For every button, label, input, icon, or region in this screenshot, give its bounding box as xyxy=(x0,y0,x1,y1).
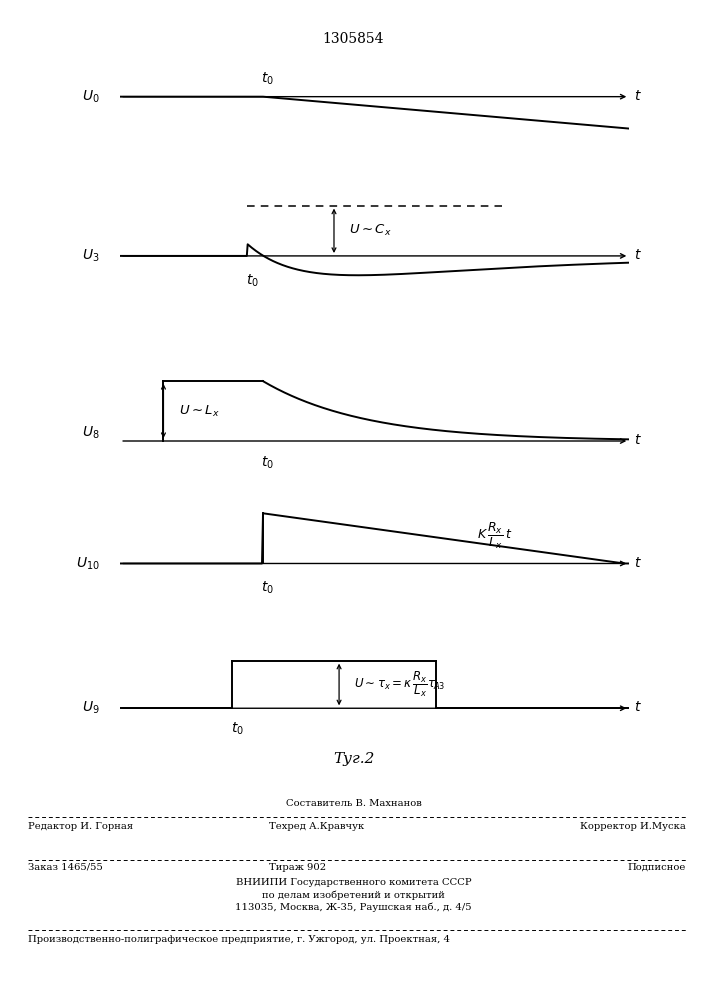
Text: Техред А.Кравчук: Техред А.Кравчук xyxy=(269,822,364,831)
Text: Тираж 902: Тираж 902 xyxy=(269,863,326,872)
Text: 1305854: 1305854 xyxy=(323,32,384,46)
Text: $U_0$: $U_0$ xyxy=(82,88,100,105)
Text: 113035, Москва, Ж-35, Раушская наб., д. 4/5: 113035, Москва, Ж-35, Раушская наб., д. … xyxy=(235,902,472,912)
Text: Составитель В. Махнанов: Составитель В. Махнанов xyxy=(286,799,421,808)
Text: $U_8$: $U_8$ xyxy=(82,425,100,441)
Text: $t_0$: $t_0$ xyxy=(262,70,274,87)
Text: ВНИИПИ Государственного комитета СССР: ВНИИПИ Государственного комитета СССР xyxy=(235,878,472,887)
Text: Производственно-полиграфическое предприятие, г. Ужгород, ул. Проектная, 4: Производственно-полиграфическое предприя… xyxy=(28,935,450,944)
Text: $t$: $t$ xyxy=(634,556,642,570)
Text: $K\,\dfrac{R_x}{L_x}\,t$: $K\,\dfrac{R_x}{L_x}\,t$ xyxy=(477,521,512,551)
Text: $U{\sim}L_x$: $U{\sim}L_x$ xyxy=(179,403,220,419)
Text: $t$: $t$ xyxy=(634,433,642,447)
Text: Подписное: Подписное xyxy=(627,863,686,872)
Text: $t$: $t$ xyxy=(634,700,642,714)
Text: Заказ 1465/55: Заказ 1465/55 xyxy=(28,863,103,872)
Text: $U{\sim}\tau_x = \kappa\,\dfrac{R_x}{L_x}\tau_{\!A3}$: $U{\sim}\tau_x = \kappa\,\dfrac{R_x}{L_x… xyxy=(354,670,445,699)
Text: $t_0$: $t_0$ xyxy=(262,579,274,596)
Text: $t_0$: $t_0$ xyxy=(246,272,259,289)
Text: $U_{10}$: $U_{10}$ xyxy=(76,555,100,572)
Text: $t_0$: $t_0$ xyxy=(230,720,244,737)
Text: Корректор И.Муска: Корректор И.Муска xyxy=(580,822,686,831)
Text: Τуг.2: Τуг.2 xyxy=(333,752,374,766)
Text: $U_9$: $U_9$ xyxy=(82,700,100,716)
Text: $U{\sim}C_x$: $U{\sim}C_x$ xyxy=(349,223,392,238)
Text: Редактор И. Горная: Редактор И. Горная xyxy=(28,822,134,831)
Text: $U_3$: $U_3$ xyxy=(82,248,100,264)
Text: $t$: $t$ xyxy=(634,248,642,262)
Text: $t$: $t$ xyxy=(634,89,642,103)
Text: $t_0$: $t_0$ xyxy=(262,454,274,471)
Text: по делам изобретений и открытий: по делам изобретений и открытий xyxy=(262,890,445,900)
